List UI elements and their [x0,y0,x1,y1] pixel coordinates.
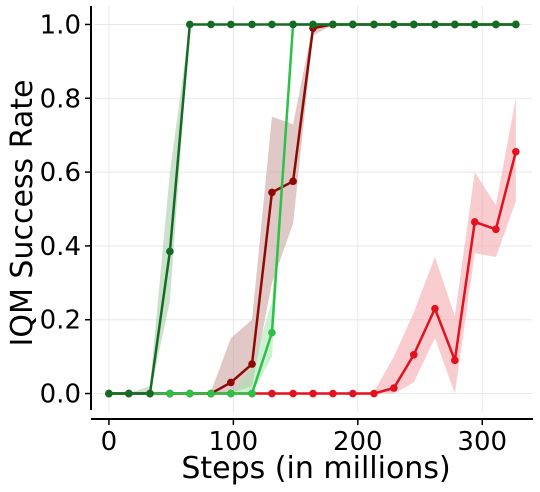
series-3-point-12 [349,20,357,29]
series-0-point-11 [329,389,337,398]
x-axis-label: Steps (in millions) [181,451,450,486]
series-3-point-18 [470,20,479,29]
x-tick-label-0: 0 [101,427,118,457]
series-1-point-8 [268,188,276,197]
series-3-point-2 [146,389,154,398]
series-3-point-1 [125,389,133,398]
series-0-point-10 [309,389,317,398]
x-tick-label-2: 200 [333,427,383,457]
series-2-point-3 [166,389,174,398]
y-tick-label-2: 0.4 [40,232,81,262]
series-3-point-4 [186,20,194,29]
series-3-point-8 [268,20,276,29]
series-3-point-20 [512,20,520,29]
y-tick-label-1: 0.2 [40,306,81,336]
series-2-point-8 [268,328,276,337]
series-2-point-7 [248,389,256,398]
series-2-point-6 [227,389,235,398]
series-2-point-4 [186,389,194,398]
series-0-point-18 [470,218,479,226]
series-1-point-7 [248,360,256,368]
series-3-point-17 [451,20,459,29]
y-tick-label-3: 0.6 [40,158,81,188]
series-0-point-9 [289,389,297,398]
series-0-point-14 [390,384,398,392]
y-tick-label-5: 1.0 [40,10,81,40]
series-0-point-20 [512,147,520,156]
y-tick-label-4: 0.8 [40,84,81,114]
y-axis-label: IQM Success Rate [5,80,40,347]
axes [90,6,533,420]
series-3-point-9 [289,20,297,29]
series-0-point-19 [492,225,500,234]
series-3-point-6 [227,20,235,29]
series-3-point-5 [207,20,215,29]
confidence-bands [108,24,516,394]
series-3-point-13 [370,20,378,29]
series-0-point-13 [370,389,378,398]
series-points [105,20,520,398]
series-3-point-7 [248,20,256,29]
series-3-point-3 [166,247,174,256]
series-3-point-14 [390,20,398,29]
x-tick-label-1: 100 [209,427,259,457]
series-0-point-8 [268,389,276,398]
series-0-point-15 [409,350,418,359]
tick-labels: 0 100 200 300 0.0 0.2 0.4 0.6 0.8 1.0 [40,10,507,457]
series-2-point-5 [207,389,215,398]
series-1-point-6 [227,378,235,387]
grid [94,6,532,412]
series-3-point-11 [329,20,337,29]
y-tick-label-0: 0.0 [40,380,81,410]
series-0-point-16 [431,304,439,313]
series-0-band [108,98,516,394]
series-0-point-12 [349,389,357,398]
series-3-point-10 [309,20,317,29]
x-tick-label-3: 300 [457,427,507,457]
series-1-point-9 [289,177,297,186]
series-3-point-15 [409,20,418,29]
series-3-point-16 [431,20,439,29]
series-3-point-0 [105,389,113,398]
series-3-point-19 [492,20,500,29]
series-0-point-17 [451,356,459,365]
